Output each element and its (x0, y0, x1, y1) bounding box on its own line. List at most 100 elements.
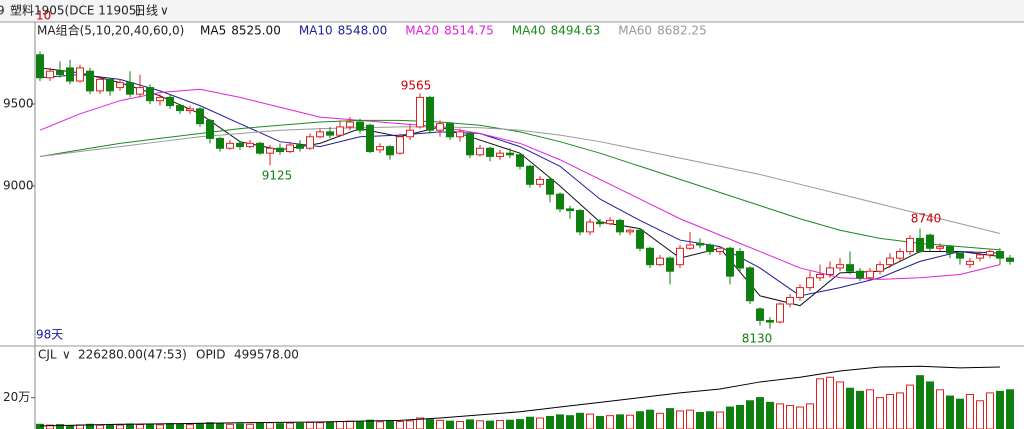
period-dropdown[interactable]: ∨ (160, 4, 169, 18)
candle-body (306, 136, 314, 149)
candle-body (356, 121, 364, 131)
candle-body (216, 137, 224, 149)
volume-bar (666, 408, 674, 429)
candle-body (986, 251, 994, 256)
candle-body (696, 242, 704, 246)
volume-bar (846, 387, 854, 429)
volume-bar (586, 413, 594, 429)
candle-body (296, 144, 304, 149)
candle-body (746, 267, 754, 302)
candle-body (226, 142, 234, 149)
candle-body (546, 178, 554, 195)
line (39, 88, 1001, 280)
candle-body (616, 219, 624, 233)
candle-body (766, 319, 774, 323)
volume-bar (486, 420, 494, 429)
volume-bar (816, 378, 824, 429)
volume-bar (56, 424, 64, 429)
candle-body (176, 105, 184, 112)
candle-body (536, 178, 544, 185)
volume-bar (606, 415, 614, 429)
volume-bar (546, 415, 554, 429)
volume-bar (566, 415, 574, 429)
annotation: 9565 (401, 79, 432, 93)
line (39, 126, 1001, 234)
candle-body (866, 270, 874, 279)
candle-body (906, 237, 914, 253)
candle-body (726, 247, 734, 277)
candle-body (386, 146, 394, 156)
volume-bar (876, 397, 884, 429)
volume-bar (166, 423, 174, 429)
volume-bar (796, 406, 804, 429)
candle-body (396, 136, 404, 154)
volume-bar (66, 425, 74, 429)
volume-bar (916, 375, 924, 429)
volume-dropdown[interactable]: ∨ (62, 348, 71, 362)
candle-body (106, 78, 114, 92)
candle-body (1006, 257, 1014, 262)
volume-bar (906, 384, 914, 429)
candle-body (706, 244, 714, 253)
volume-bar (446, 420, 454, 429)
candle-body (716, 247, 724, 253)
candle-body (146, 87, 154, 102)
candle-body (486, 147, 494, 157)
volume-bar (336, 420, 344, 429)
volume-bar (766, 401, 774, 429)
volume-bar (746, 400, 754, 429)
volume-bar (886, 393, 894, 429)
header-title[interactable]: 塑料1905(DCE 11905) (10, 3, 141, 18)
volume-bar (266, 422, 274, 429)
candle-body (266, 147, 274, 154)
volume-title[interactable]: CJL (38, 348, 57, 362)
volume-bar (416, 417, 424, 429)
candle-body (596, 221, 604, 225)
volume-bar (106, 424, 114, 429)
candle-body (56, 70, 64, 75)
candle-body (976, 254, 984, 259)
volume-readout: 226280.00(47:53) (78, 348, 187, 362)
candle-body (366, 124, 374, 153)
volume-bar (346, 420, 354, 429)
candle-body (556, 193, 564, 210)
volume-bar (36, 423, 44, 429)
volume-bar (86, 423, 94, 429)
volume-bar (626, 414, 634, 429)
y-tick-label: 9500 (3, 96, 34, 110)
volume-bar (706, 411, 714, 429)
candle-body (636, 229, 644, 249)
volume-bar (176, 423, 184, 429)
volume-bar (616, 414, 624, 429)
candle-body (76, 67, 84, 82)
volume-bar (726, 406, 734, 429)
volume-bar (256, 422, 264, 429)
volume-bar (456, 420, 464, 429)
candle-body (996, 251, 1004, 259)
volume-bar (236, 423, 244, 429)
volume-bar (686, 409, 694, 429)
line (39, 73, 1001, 297)
volume-bar (286, 422, 294, 429)
candle-body (796, 287, 804, 298)
volume-bar (436, 419, 444, 429)
volume-bar (866, 389, 874, 429)
ma-title[interactable]: MA组合(5,10,20,40,60,0) (37, 23, 184, 38)
candle-body (416, 96, 424, 128)
candle-body (156, 96, 164, 102)
volume-bar (406, 420, 414, 429)
volume-bar (156, 424, 164, 429)
period[interactable]: 日线 (134, 4, 158, 18)
candle-body (46, 70, 54, 79)
legend-value: 8548.00 (338, 24, 388, 38)
line (39, 365, 1001, 427)
volume-bar (656, 412, 664, 429)
volume-bar (636, 411, 644, 429)
candle-body (626, 229, 634, 233)
volume-bar (506, 419, 514, 429)
candle-body (206, 119, 214, 139)
volume-bar (736, 404, 744, 429)
candle-body (516, 154, 524, 167)
volume-bar (996, 390, 1004, 429)
